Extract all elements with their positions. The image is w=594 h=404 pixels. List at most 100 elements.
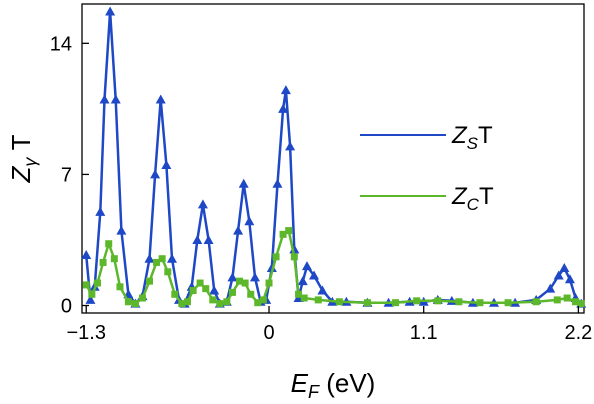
legend-label-zc-sub: C — [467, 195, 480, 214]
legend-label-zc-rest: T — [479, 183, 494, 210]
series-line — [85, 229, 582, 305]
data-point — [155, 94, 166, 104]
data-point — [314, 296, 322, 304]
data-point — [95, 206, 106, 216]
data-point — [244, 216, 255, 226]
x-axis: −1.3 0 1.1 2.2 — [66, 306, 592, 344]
data-point — [295, 290, 303, 298]
x-tick-label: 2.2 — [564, 322, 592, 344]
data-point — [171, 290, 179, 298]
data-point — [235, 277, 243, 285]
data-point — [335, 298, 343, 306]
x-axis-label-sub: F — [308, 382, 320, 402]
data-point — [290, 253, 298, 261]
data-point — [110, 94, 121, 104]
data-point — [559, 263, 570, 273]
y-tick-label: 0 — [61, 296, 72, 318]
data-point — [297, 276, 308, 286]
data-point — [99, 258, 107, 266]
data-point — [266, 263, 277, 273]
data-point — [153, 258, 161, 266]
data-point — [553, 270, 564, 280]
data-point — [301, 261, 312, 271]
data-point — [553, 296, 561, 304]
data-point — [545, 283, 556, 293]
x-axis-label: EF (eV) — [291, 368, 376, 402]
data-point — [85, 294, 96, 304]
data-point — [178, 300, 186, 308]
data-point — [116, 225, 127, 235]
y-axis-label-main: Z — [6, 166, 36, 184]
data-point — [131, 300, 139, 308]
data-point — [164, 268, 172, 276]
data-point — [392, 299, 400, 307]
data-point — [203, 234, 214, 244]
data-point — [166, 253, 177, 263]
data-point — [105, 240, 113, 248]
data-point — [116, 283, 124, 291]
data-point — [209, 285, 220, 295]
data-point — [202, 285, 210, 293]
x-axis-label-main: E — [291, 368, 309, 398]
data-point — [233, 225, 244, 235]
data-point — [227, 272, 238, 282]
data-point — [265, 279, 273, 287]
legend-label-zs-main: Z — [451, 122, 468, 149]
data-point — [158, 255, 166, 263]
data-point — [249, 272, 260, 282]
data-point — [110, 255, 118, 263]
data-point — [434, 297, 442, 305]
data-point — [105, 6, 116, 16]
data-point — [196, 279, 204, 287]
legend: ZST ZCT — [360, 122, 494, 214]
y-tick-label: 14 — [50, 33, 72, 55]
data-point — [124, 298, 132, 306]
data-point — [309, 270, 320, 280]
data-point — [183, 298, 191, 306]
y-tick-label: 7 — [61, 164, 72, 186]
data-point — [279, 230, 287, 238]
series-1 — [82, 227, 585, 308]
data-point — [241, 279, 249, 287]
data-point — [93, 279, 101, 287]
y-axis-label-rest: T — [6, 134, 36, 157]
data-point — [278, 103, 289, 113]
data-point — [563, 294, 571, 302]
data-point — [504, 299, 512, 307]
data-point — [88, 290, 96, 298]
y-axis: 0 7 14 — [50, 33, 89, 318]
series-layer — [81, 6, 587, 308]
data-point — [532, 298, 540, 306]
legend-label-zs-rest: T — [478, 122, 493, 149]
x-tick-label: 0 — [263, 322, 274, 344]
data-point — [238, 178, 249, 188]
data-point — [99, 94, 110, 104]
data-point — [161, 160, 172, 170]
data-point — [81, 249, 92, 259]
data-point — [82, 281, 90, 289]
x-axis-label-rest: (eV) — [319, 368, 375, 398]
x-tick-label: −1.3 — [66, 322, 105, 344]
data-point — [272, 253, 280, 261]
data-point — [189, 287, 197, 295]
data-point — [144, 253, 155, 263]
data-point — [300, 294, 308, 302]
y-axis-label: Zγ T — [6, 134, 40, 183]
data-point — [363, 299, 371, 307]
plot-area — [81, 3, 587, 314]
data-point — [209, 296, 217, 304]
data-point — [285, 141, 296, 151]
data-point — [138, 294, 146, 302]
data-point — [476, 299, 484, 307]
data-point — [192, 234, 203, 244]
data-point — [259, 296, 267, 304]
legend-label-zs: ZST — [451, 122, 493, 153]
data-point — [228, 288, 236, 296]
legend-label-zc: ZCT — [451, 183, 494, 214]
data-point — [577, 300, 585, 308]
data-point — [285, 227, 293, 235]
data-point — [564, 274, 575, 284]
data-point — [413, 297, 421, 305]
data-point — [247, 290, 255, 298]
